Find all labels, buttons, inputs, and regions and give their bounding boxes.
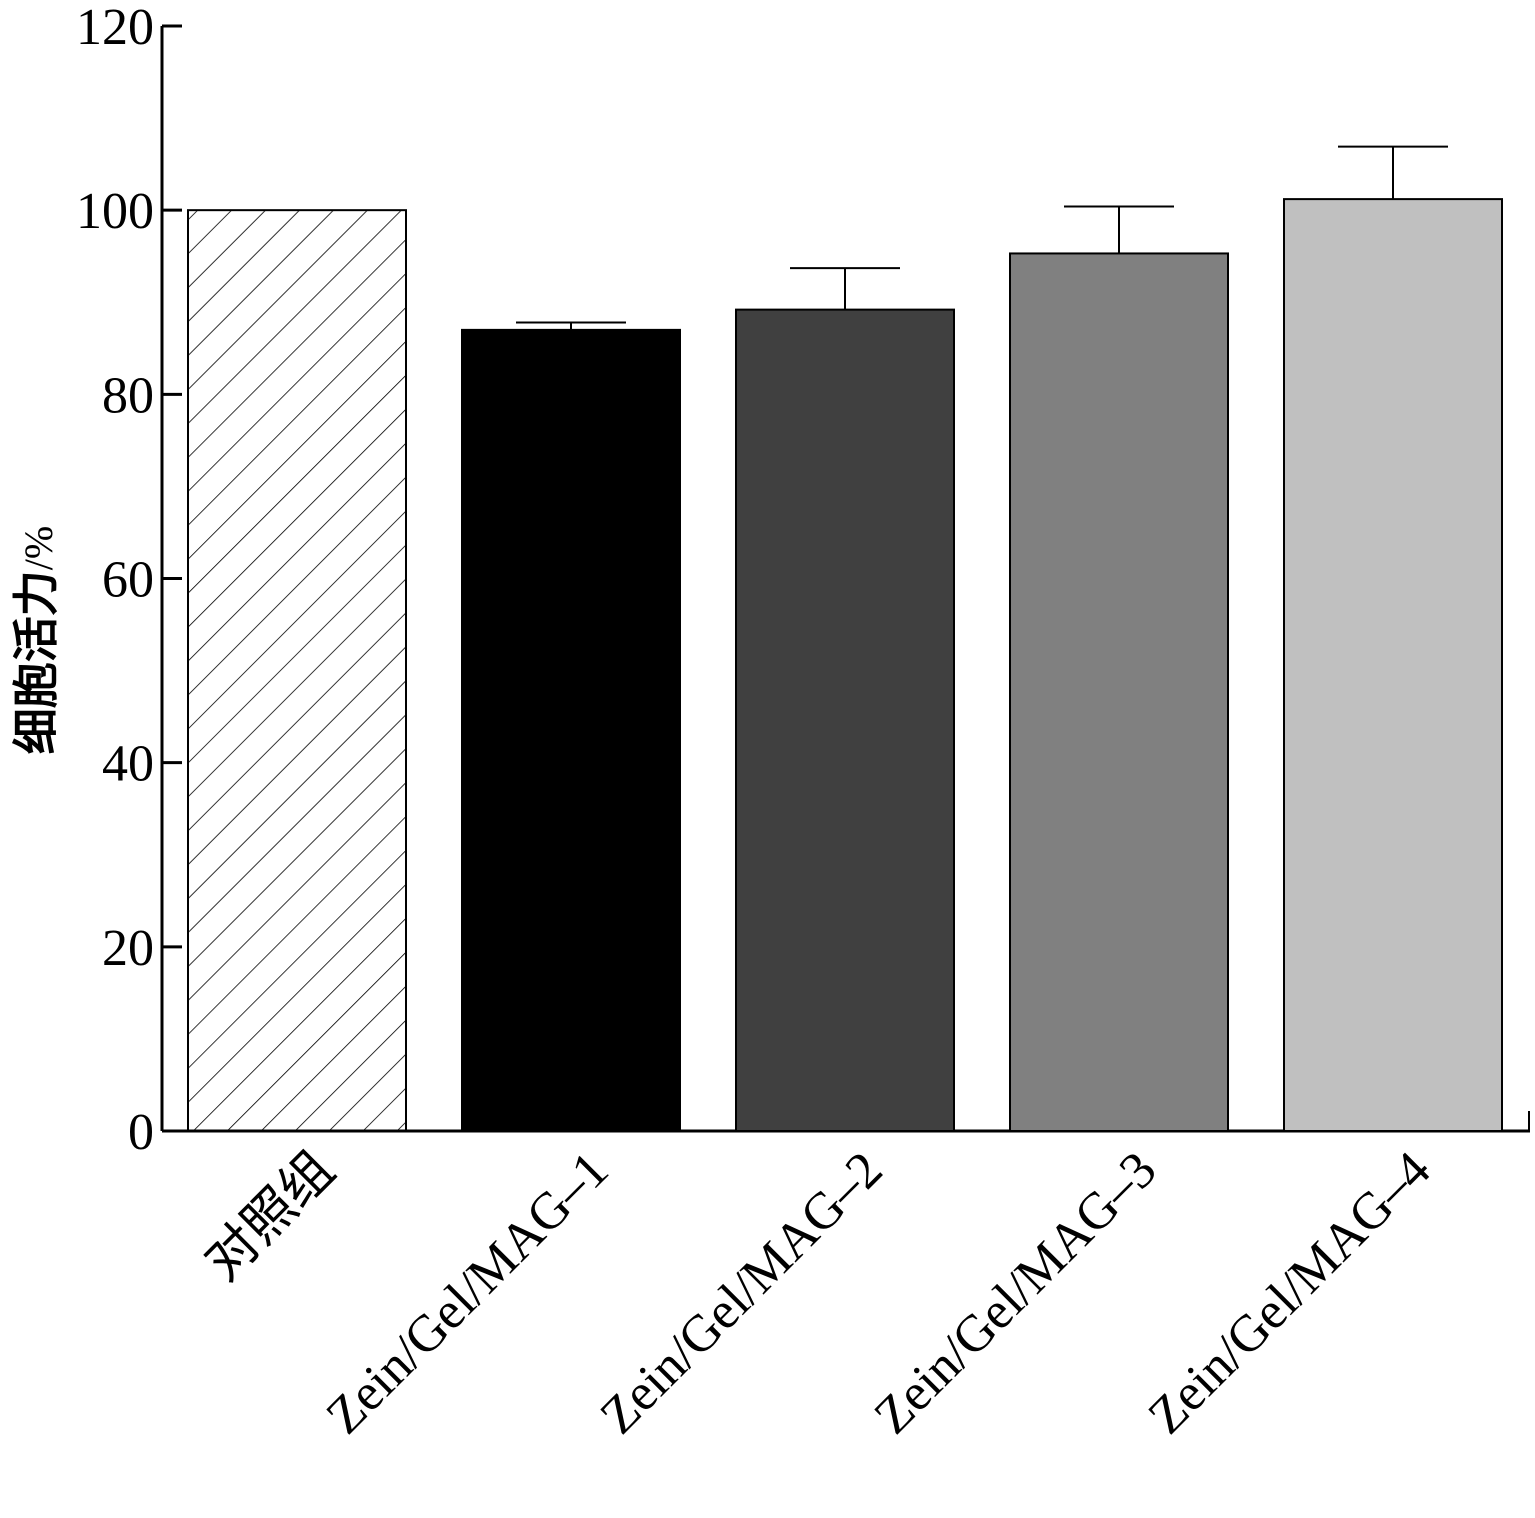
bar [735,308,955,1133]
y-tick-label: 0 [128,1104,154,1161]
y-tick-label: 100 [76,183,154,240]
y-tick-label: 120 [76,0,154,56]
y-tick-label: 80 [102,367,154,424]
x-category-label: Zein/Gel/MAG–3 [864,1141,1168,1445]
bars [187,145,1503,1133]
y-axis-title-text: 细胞活力 [9,570,63,754]
bar [461,328,681,1132]
x-category-label: Zein/Gel/MAG–4 [1138,1141,1442,1445]
bar [1009,252,1229,1132]
y-tick-label: 20 [102,920,154,977]
x-category-label: 对照组 [195,1141,346,1292]
bar [187,209,407,1132]
y-tick-label: 40 [102,736,154,793]
y-axis-title-unit: /% [16,526,61,570]
y-tick-label: 60 [102,552,154,609]
bar [1283,198,1503,1133]
x-category-label: Zein/Gel/MAG–2 [590,1141,894,1445]
x-category-label: Zein/Gel/MAG–1 [316,1141,620,1445]
y-axis-title: 细胞活力/% [9,526,63,754]
